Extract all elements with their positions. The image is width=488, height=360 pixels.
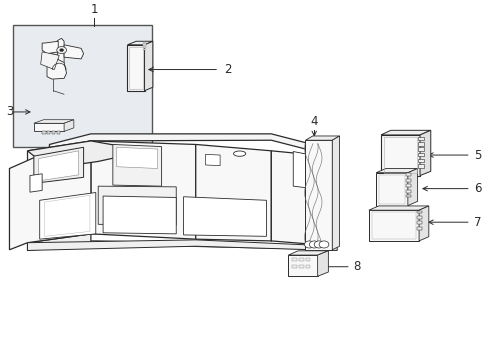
- Polygon shape: [322, 157, 336, 250]
- Bar: [47, 131, 50, 134]
- Bar: [405, 184, 410, 187]
- Bar: [416, 211, 421, 213]
- Circle shape: [314, 241, 324, 248]
- Bar: [371, 212, 415, 239]
- Bar: [299, 265, 303, 268]
- Bar: [416, 221, 421, 224]
- Bar: [378, 175, 404, 204]
- Bar: [417, 142, 423, 145]
- Polygon shape: [419, 130, 430, 176]
- Text: 3: 3: [6, 105, 14, 118]
- Bar: [142, 43, 146, 44]
- Polygon shape: [64, 45, 83, 59]
- Bar: [292, 258, 296, 261]
- Circle shape: [309, 241, 319, 248]
- Bar: [52, 131, 55, 134]
- Bar: [57, 131, 60, 134]
- Polygon shape: [47, 55, 66, 79]
- Polygon shape: [271, 151, 336, 246]
- Polygon shape: [34, 123, 64, 131]
- Bar: [142, 47, 146, 48]
- Bar: [416, 216, 421, 219]
- Polygon shape: [42, 41, 58, 54]
- Bar: [417, 153, 423, 156]
- Polygon shape: [113, 144, 161, 186]
- Polygon shape: [103, 196, 176, 234]
- Bar: [405, 174, 410, 176]
- Ellipse shape: [233, 151, 245, 156]
- Bar: [299, 258, 303, 261]
- Polygon shape: [205, 154, 220, 166]
- Polygon shape: [27, 141, 91, 243]
- Polygon shape: [127, 45, 144, 91]
- Bar: [142, 49, 146, 50]
- Bar: [142, 42, 146, 43]
- Bar: [142, 46, 146, 47]
- Text: 2: 2: [224, 63, 231, 76]
- Polygon shape: [183, 197, 266, 236]
- Polygon shape: [91, 141, 195, 239]
- Polygon shape: [39, 151, 79, 181]
- Polygon shape: [49, 134, 336, 157]
- Circle shape: [57, 46, 66, 54]
- Bar: [417, 147, 423, 151]
- Bar: [405, 179, 410, 181]
- Polygon shape: [9, 141, 91, 250]
- Polygon shape: [27, 141, 147, 168]
- Bar: [417, 137, 423, 140]
- Polygon shape: [375, 173, 407, 206]
- Bar: [142, 44, 146, 45]
- Polygon shape: [117, 147, 158, 168]
- Bar: [405, 190, 410, 193]
- Polygon shape: [34, 147, 83, 183]
- Polygon shape: [407, 168, 417, 206]
- Polygon shape: [195, 144, 271, 241]
- Text: 5: 5: [473, 149, 480, 162]
- Polygon shape: [293, 152, 322, 190]
- Polygon shape: [288, 251, 328, 255]
- Text: 6: 6: [473, 182, 480, 195]
- Text: 4: 4: [310, 115, 317, 128]
- Polygon shape: [380, 135, 419, 176]
- Polygon shape: [288, 255, 317, 276]
- Polygon shape: [380, 130, 430, 135]
- Bar: [305, 265, 310, 268]
- Polygon shape: [27, 234, 91, 251]
- Polygon shape: [144, 41, 153, 91]
- Bar: [383, 137, 416, 174]
- Bar: [13, 25, 152, 147]
- Bar: [42, 131, 45, 134]
- Polygon shape: [40, 193, 96, 239]
- Bar: [129, 46, 143, 89]
- Polygon shape: [34, 120, 74, 123]
- Circle shape: [304, 241, 314, 248]
- Polygon shape: [418, 206, 428, 241]
- Circle shape: [319, 241, 328, 248]
- Polygon shape: [127, 41, 153, 45]
- Text: 8: 8: [353, 260, 360, 273]
- Polygon shape: [57, 39, 64, 64]
- Polygon shape: [375, 168, 417, 173]
- Bar: [305, 258, 310, 261]
- Polygon shape: [98, 186, 176, 225]
- Bar: [405, 195, 410, 198]
- Bar: [416, 227, 421, 230]
- Polygon shape: [317, 251, 328, 276]
- Circle shape: [60, 49, 63, 51]
- Bar: [292, 265, 296, 268]
- Polygon shape: [64, 120, 74, 131]
- Polygon shape: [41, 52, 59, 69]
- Polygon shape: [331, 136, 339, 250]
- Bar: [417, 159, 423, 162]
- Text: 7: 7: [473, 216, 480, 229]
- Polygon shape: [305, 136, 339, 140]
- Text: 1: 1: [90, 3, 98, 16]
- Polygon shape: [368, 206, 428, 210]
- Polygon shape: [368, 210, 418, 241]
- Polygon shape: [27, 240, 336, 251]
- Bar: [417, 164, 423, 168]
- Polygon shape: [305, 140, 331, 250]
- Polygon shape: [30, 174, 42, 192]
